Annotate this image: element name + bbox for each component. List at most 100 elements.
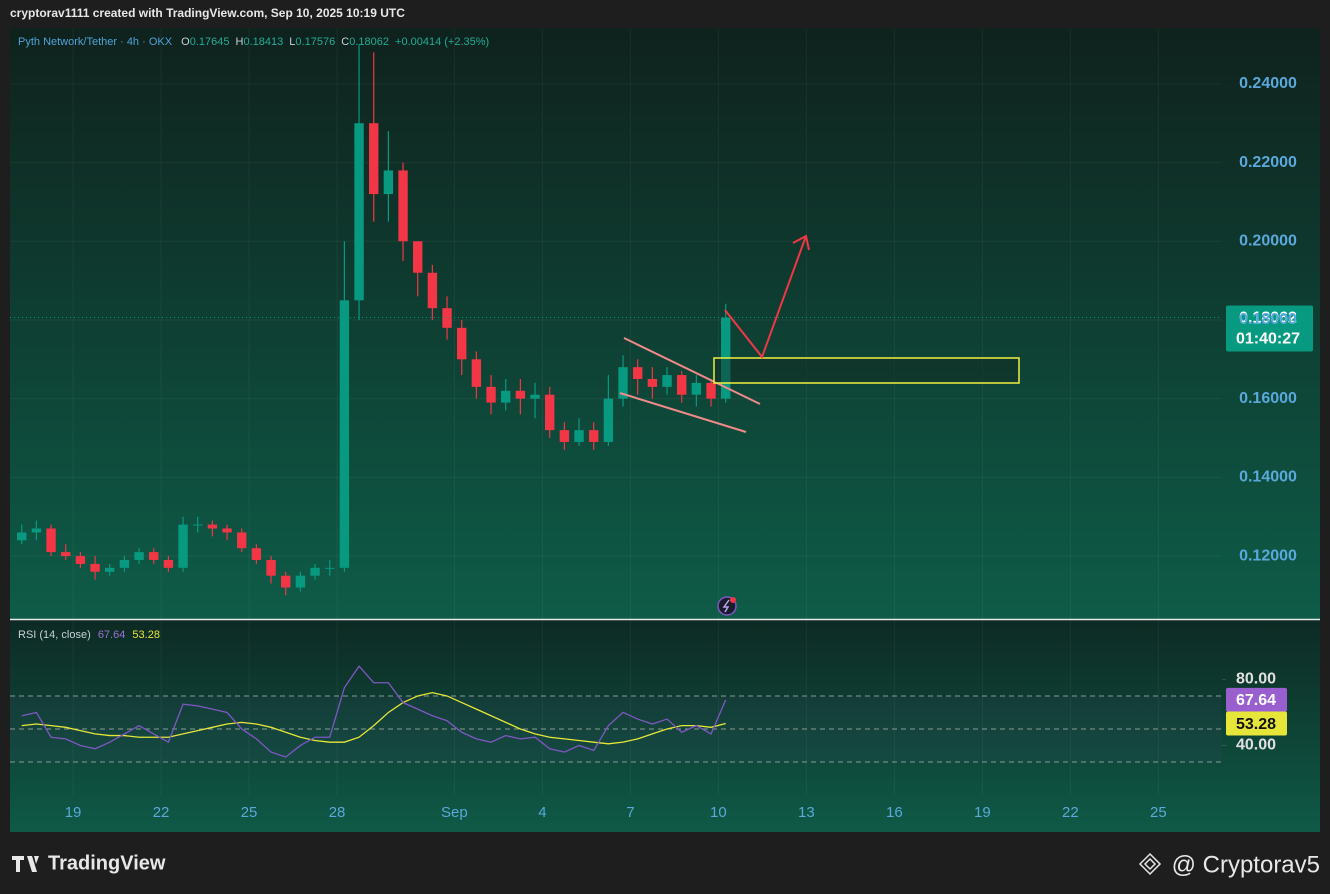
brand-logo: [12, 856, 39, 872]
candle-body: [369, 123, 379, 195]
rsi-badge: [1226, 687, 1287, 712]
o-label: O: [181, 36, 190, 48]
y-tick-label: 0.18000: [1239, 311, 1297, 328]
candle-body: [339, 300, 350, 568]
candle-body: [633, 367, 643, 379]
rsi-badge-label: 67.64: [1236, 692, 1276, 709]
candle-body: [237, 532, 247, 549]
candle-body: [413, 241, 423, 273]
x-tick-label: 10: [710, 804, 727, 821]
x-tick-label: 25: [241, 804, 258, 821]
candle-body: [530, 394, 540, 399]
candle-body: [251, 548, 262, 560]
candle-body: [618, 367, 628, 399]
o-value: 0.17645: [190, 36, 230, 48]
attribution: cryptorav1111 created with TradingView.c…: [10, 6, 405, 20]
candle-body: [75, 556, 86, 564]
rsi-value: 67.64: [98, 629, 126, 641]
rsi-badge: [1226, 711, 1287, 736]
candle-body: [501, 390, 511, 403]
candle-body: [149, 552, 159, 560]
candle-body: [31, 528, 42, 533]
author-logo: [1138, 852, 1162, 876]
candle-body: [325, 567, 335, 569]
x-tick-label: 28: [329, 804, 346, 821]
x-tick-label: 13: [798, 804, 815, 821]
drawings: [619, 234, 1020, 616]
candle-body: [105, 567, 115, 572]
author: @ Cryptorav5: [1172, 851, 1320, 878]
channel-upper: [623, 337, 761, 405]
candle-body: [90, 563, 100, 572]
c-value: 0.18062: [349, 36, 389, 48]
candle-body: [310, 567, 320, 576]
candle-body: [354, 123, 364, 301]
candle-body: [266, 559, 276, 576]
x-tick-label: 19: [974, 804, 991, 821]
y-tick-label: 0.20000: [1239, 232, 1297, 249]
change: +0.00414 (+2.35%): [395, 36, 489, 48]
rsi-ma-value: 53.28: [132, 629, 160, 641]
candle-body: [17, 532, 27, 541]
marks: [10, 44, 1222, 758]
target-box: [713, 357, 1020, 384]
y-tick-label: 0.24000: [1239, 75, 1297, 92]
candle-body: [178, 524, 188, 568]
candle-body: [691, 382, 702, 395]
rsi-line: [21, 691, 726, 745]
candle-body: [442, 308, 452, 328]
candle-body: [574, 430, 584, 442]
candle-body: [486, 386, 496, 403]
grid: [10, 28, 1226, 795]
candle-body: [383, 170, 394, 195]
price-badge-label: 0.18062: [1239, 310, 1297, 327]
rsi-badge-label: 53.28: [1236, 716, 1276, 733]
price-pane: [10, 28, 1320, 619]
event-dot: [730, 597, 736, 603]
candle-body: [46, 528, 56, 553]
candle-body: [545, 394, 555, 431]
candle-body: [471, 359, 482, 387]
price-badge: [1226, 305, 1313, 352]
rsi-tick-label: 80.00: [1236, 671, 1276, 688]
candle-body: [677, 375, 687, 395]
y-tick-label: 0.16000: [1239, 390, 1297, 407]
candle-body: [163, 559, 174, 568]
y-tick-label: 0.22000: [1239, 154, 1297, 171]
candle-body: [193, 524, 203, 526]
countdown: 01:40:27: [1236, 331, 1300, 348]
x-tick-label: 22: [153, 804, 170, 821]
candle-body: [119, 559, 130, 568]
arrow: [724, 235, 807, 360]
badges: 0.18062 01:40:27 67.64 53.28: [1226, 305, 1313, 736]
rsi-legend: RSI (14, close) 67.64 53.28: [18, 629, 160, 641]
rsi-line: [21, 665, 727, 758]
x-tick-label: Sep: [441, 804, 468, 821]
h-value: 0.18413: [243, 36, 283, 48]
candle-body: [647, 378, 658, 387]
x-tick-label: 7: [626, 804, 634, 821]
candle-body: [706, 382, 716, 399]
rsi-tick-label: 40.00: [1236, 737, 1276, 754]
y-tick-label: 0.14000: [1239, 469, 1297, 486]
h-label: H: [236, 36, 244, 48]
candle-body: [603, 398, 614, 442]
candle-body: [61, 552, 71, 557]
c-label: C: [341, 36, 349, 48]
candle-body: [427, 272, 438, 309]
candle-body: [515, 390, 526, 399]
brand-name: TradingView: [48, 852, 166, 874]
x-tick-label: 4: [538, 804, 546, 821]
channel-lower: [619, 392, 747, 433]
arrow-head: [792, 234, 810, 251]
l-label: L: [289, 36, 295, 48]
candle-body: [398, 170, 408, 242]
candle-body: [222, 528, 232, 533]
rsi-title: RSI (14, close): [18, 629, 91, 641]
rsi-pane: [10, 620, 1320, 832]
x-tick-label: 16: [886, 804, 903, 821]
brand: TradingView @ Cryptorav5: [12, 851, 1320, 878]
candle-body: [662, 375, 672, 387]
